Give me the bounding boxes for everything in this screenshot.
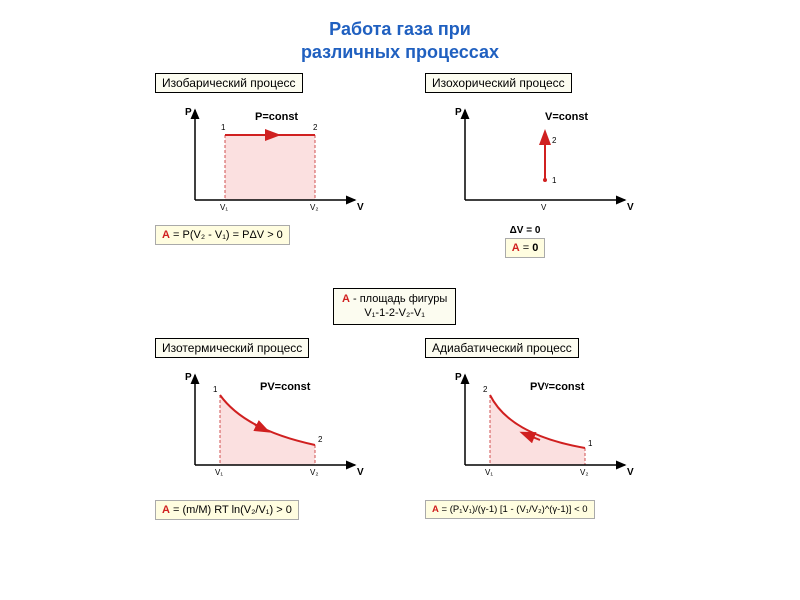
pt2: 2 [318,435,323,444]
pt1: 1 [221,123,226,132]
isobaric-area-fill [225,135,315,200]
v1-lbl: V₁ [220,203,228,212]
isochoric-title: Изохорический процесс [425,73,572,93]
isochoric-const: V=const [545,111,588,123]
isobaric-const: P=const [255,111,298,123]
pt1-dot [543,178,547,182]
isochoric-formula: A = 0 [505,238,546,258]
pt2: 2 [313,123,318,132]
v2-lbl: V₂ [580,468,588,477]
pt2: 2 [552,136,557,145]
v2-lbl: V₂ [310,468,318,477]
slide-container: Работа газа при различных процессах Изоб… [125,0,675,600]
adiabatic-fill [490,395,585,465]
pt2-dot [543,138,547,142]
adiabatic-chart: P V PVᵞ=const 2 1 V₁ V₂ [425,360,645,490]
panels-area: Изобарический процесс [125,63,675,583]
adiabatic-formula: A = (P₁V₁)/(γ-1) [1 - (V₁/V₂)^(γ-1)] < 0 [425,500,595,519]
panel-isobaric: Изобарический процесс [155,73,410,245]
isochoric-svg: P V V=const 1 2 V [425,95,645,225]
p-label: P [185,372,192,383]
isochoric-chart: P V V=const 1 2 V [425,95,645,225]
isothermal-const: PV=const [260,381,311,393]
isobaric-formula: A = P(V₂ - V₁) = PΔV > 0 [155,225,290,245]
pt1: 2 [483,385,488,394]
middle-line2: V₁-1-2-V₂-V₁ [342,306,447,320]
middle-A: A [342,293,350,305]
v-label: V [627,202,634,213]
p-label: P [185,107,192,118]
v-lbl: V [541,203,547,212]
isochoric-deltav: ΔV = 0 [425,225,625,236]
middle-line1: A - площадь фигуры [342,292,447,306]
main-title: Работа газа при различных процессах [125,0,675,63]
isochoric-sub-wrap: ΔV = 0 A = 0 [425,225,625,258]
v1-lbl: V₁ [485,468,493,477]
title-line1: Работа газа при [125,18,675,41]
panel-isothermal: Изотермический процесс P V PV=const 1 2 … [155,338,410,520]
p-label: P [455,107,462,118]
panel-adiabatic: Адиабатический процесс P V PVᵞ=const 2 1… [425,338,680,519]
isothermal-title: Изотермический процесс [155,338,309,358]
v-label: V [357,202,364,213]
pt1: 1 [213,385,218,394]
v2-lbl: V₂ [310,203,318,212]
adiabatic-svg: P V PVᵞ=const 2 1 V₁ V₂ [425,360,645,490]
middle-rest: - площадь фигуры [350,293,447,305]
isothermal-chart: P V PV=const 1 2 V₁ V₂ [155,360,375,490]
adiabatic-title: Адиабатический процесс [425,338,579,358]
adiabatic-const: PVᵞ=const [530,381,585,393]
v1-lbl: V₁ [215,468,223,477]
title-line2: различных процессах [125,41,675,64]
isothermal-svg: P V PV=const 1 2 V₁ V₂ [155,360,375,490]
v-label: V [357,467,364,478]
panel-isochoric: Изохорический процесс P V V=const 1 2 V [425,73,680,258]
p-label: P [455,372,462,383]
isobaric-chart: P V P=const 1 2 V₁ V₂ [155,95,375,225]
v-label: V [627,467,634,478]
isothermal-formula: A = (m/M) RT ln(V₂/V₁) > 0 [155,500,299,520]
isobaric-svg: P V P=const 1 2 V₁ V₂ [155,95,375,225]
isobaric-title: Изобарический процесс [155,73,303,93]
pt2: 1 [588,439,593,448]
pt1: 1 [552,176,557,185]
middle-note: A - площадь фигуры V₁-1-2-V₂-V₁ [333,288,456,325]
